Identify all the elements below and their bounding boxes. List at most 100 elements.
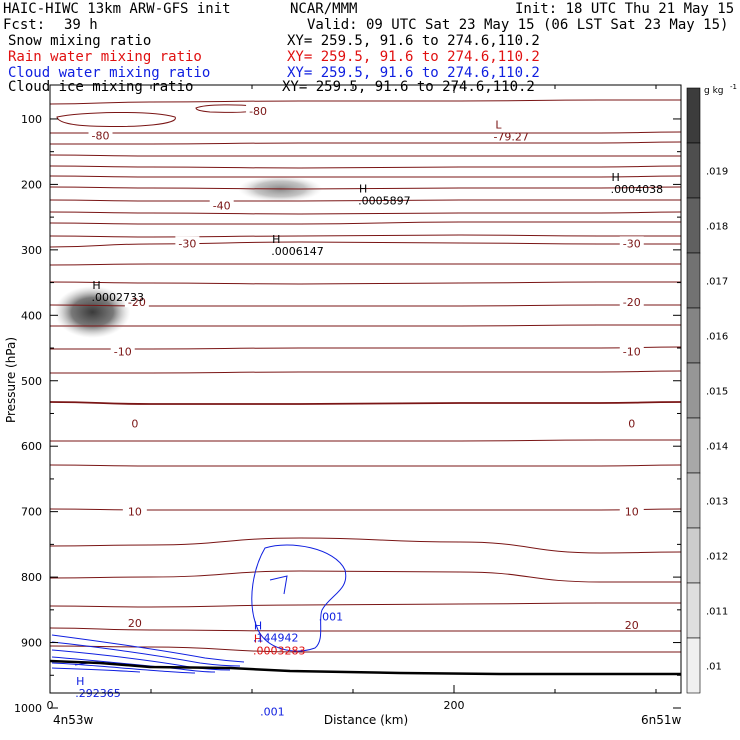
temp-label-6: -20 [623,296,641,309]
colorbar-level-2: .012 [706,552,728,563]
contour-mid-a [50,324,681,327]
temp-label-bg-6 [619,295,644,308]
y-tick-label-0: 100 [21,113,42,126]
colorbar-swatch-6 [686,417,701,474]
contour-upper-h [49,199,681,202]
colorbar-swatch-2 [686,197,701,254]
extremum-mark-6: H [254,619,262,632]
cloud-water-label-0: .001 [319,610,344,623]
temp-label-9: 0 [131,417,138,430]
cloud-water-contour-low-5 [51,667,141,673]
x-tick-label-0: 0 [47,699,54,712]
y-tick-label-7: 800 [21,571,42,584]
temp-label-3: -30 [178,237,196,250]
extremum-value-2: .0005897 [358,195,411,208]
contour-upper-i [49,211,682,215]
cloud-water-contour-inner [269,575,288,595]
temp-label-14: 20 [625,619,639,632]
temp-label-bg-14 [619,617,644,630]
temp-label-7: -10 [114,345,132,358]
temp-label-13: 20 [128,617,142,630]
y-tick-label-1: 200 [21,178,42,191]
colorbar-level-7: .017 [706,277,728,288]
colorbar-swatch-7 [686,472,701,529]
temp-label-1: -80 [249,105,267,118]
contour-minus80-loop-left [56,111,176,128]
temp-label-bg-8 [619,344,644,357]
y-tick-label-8: 900 [21,637,42,650]
cloud-water-contour-low-4 [51,662,196,674]
temp-label-bg-4 [619,236,644,249]
extremum-value-1: .0006147 [271,245,324,258]
extremum-value-5: .0003283 [253,644,306,657]
extremum-value-6: .144942 [253,631,299,644]
temp-label-bg-2 [209,198,234,211]
contour-low-c [49,627,681,632]
valid-text: Valid: 09 UTC Sat 23 May 15 (06 LST Sat … [307,17,729,33]
temp-label-bg-0 [88,128,113,141]
y-axis-label: Pressure (hPa) [4,337,18,423]
extremum-mark-5: H [254,632,262,645]
colorbar-level-1: .011 [706,607,728,618]
y-tick-label-3: 400 [21,309,42,322]
extremum-mark-7: H [76,675,84,688]
temp-label-4: -30 [623,237,641,250]
contour-upper-c [50,141,682,145]
field-name-rain: Rain water mixing ratio [8,49,202,65]
plot-frame [49,84,682,694]
init-text: Init: 18 UTC Thu 21 May 15 [515,1,735,17]
temp-label-bg-11 [122,504,147,517]
colorbar-swatch-10 [686,637,701,694]
left-title: HAIC-HIWC 13km ARW-GFS init [3,1,231,17]
y-tick-label-2: 300 [21,244,42,257]
contour-twenty [49,570,681,583]
fcst-value: 39 h [64,17,98,33]
contour-zero [50,439,681,442]
colorbar-swatch-5 [686,362,701,419]
cloud-water-contour-low-2 [51,649,231,671]
colorbar-level-4: .014 [706,442,728,453]
extremum-mark-4: L [495,119,502,132]
temp-label-12: 10 [625,506,639,519]
contour-upper-j [49,234,681,238]
end-point-label: 6n51w [641,713,682,727]
temp-label-8: -10 [623,345,641,358]
center-title: NCAR/MMM [290,1,358,17]
extremum-value-3: .0004038 [611,183,664,196]
temp-label-5: -20 [128,296,146,309]
temp-label-11: 10 [128,506,142,519]
colorbar-level-0: .01 [706,662,722,673]
temp-label-bg-10 [619,416,644,429]
field-xy-rain: XY= 259.5, 91.6 to 274.6,110.2 [287,49,540,65]
colorbar-level-9: .019 [706,167,728,178]
extremum-mark-3: H [611,171,619,184]
extremum-value-4: -79.27 [493,131,528,144]
contour-upper-b [50,131,682,134]
contour-upper-k [49,263,681,266]
colorbar-unit: g kg [704,86,724,96]
colorbar-level-8: .018 [706,222,728,233]
temp-label-bg-12 [619,504,644,517]
temp-label-2: -40 [213,199,231,212]
contour-mid-c [49,401,682,405]
contour-upper-e [49,165,682,169]
temp-label-0: -80 [92,129,110,142]
contour-minus30 [49,241,681,248]
contour-upper-a [49,99,681,105]
field-xy-snow: XY= 259.5, 91.6 to 274.6,110.2 [287,33,540,49]
colorbar-unit-exponent: -1 [730,83,737,91]
field-name-cloud-water: Cloud water mixing ratio [8,65,211,81]
colorbar-swatch-8 [686,527,701,584]
temp-label-bg-3 [175,236,200,249]
colorbar-level-3: .013 [706,497,728,508]
field-xy-cloud-water: XY= 259.5, 91.6 to 274.6,110.2 [287,65,540,81]
cloud-water-contour-main [251,544,347,652]
field-xy-cloud-ice: XY= 259.5, 91.6 to 274.6,110.2 [282,79,535,95]
contour-mid-d [49,464,682,467]
ice-blob-0 [54,286,131,339]
contour-mid-b [50,370,682,374]
cloud-water-contour-low-1 [51,641,241,667]
y-tick-label-5: 600 [21,440,42,453]
colorbar-level-5: .015 [706,387,728,398]
extremum-mark-0: H [92,279,100,292]
